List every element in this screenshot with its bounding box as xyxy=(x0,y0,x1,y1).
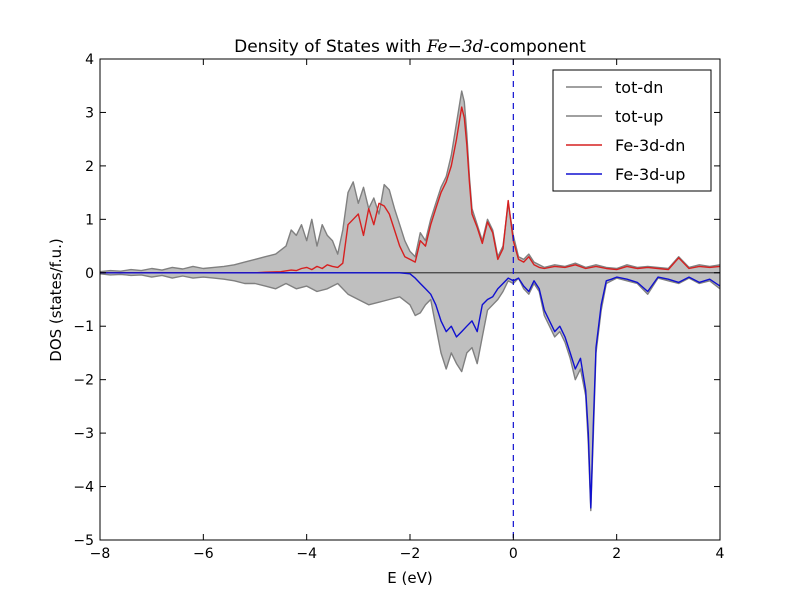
y-tick-label: 0 xyxy=(85,266,94,282)
y-tick-label: 4 xyxy=(85,52,94,68)
x-axis-label: E (eV) xyxy=(387,569,432,587)
y-axis-ticks: −5 −4 −3 −2 −1 0 1 2 3 4 xyxy=(73,52,720,549)
y-tick-label: −3 xyxy=(73,426,94,442)
legend-box xyxy=(552,69,712,192)
y-tick-label: 3 xyxy=(85,105,94,121)
x-tick-label: 4 xyxy=(716,546,725,562)
chart-title-math: Fe−3d xyxy=(426,37,484,57)
series-fill-tot-up xyxy=(100,272,720,511)
legend-entry-label: tot-dn xyxy=(615,78,663,97)
x-axis-ticks: −8 −6 −4 −2 0 2 4 xyxy=(90,59,725,562)
legend-entry-label: Fe-3d-up xyxy=(615,165,685,184)
series-line-Fe-3d-dn xyxy=(100,106,721,274)
y-axis-label: DOS (states/f.u.) xyxy=(47,238,65,361)
chart-title-prefix: Density of States with xyxy=(234,37,427,57)
y-tick-label: −5 xyxy=(73,533,94,549)
x-tick-label: 0 xyxy=(509,546,518,562)
x-tick-label: −4 xyxy=(296,546,317,562)
legend-entry-label: Fe-3d-dn xyxy=(615,136,685,155)
series-line-Fe-3d-up xyxy=(100,272,721,509)
chart-title: Density of States with Fe−3d-component xyxy=(234,37,586,57)
legend-entry-label: tot-up xyxy=(615,107,663,126)
series-line-tot-dn xyxy=(99,90,721,273)
x-tick-label: −8 xyxy=(90,546,111,562)
fill-areas xyxy=(100,91,720,511)
y-tick-label: −4 xyxy=(73,480,94,496)
series-lines xyxy=(99,90,721,512)
y-tick-label: −2 xyxy=(73,373,94,389)
chart-title-suffix: -component xyxy=(484,37,587,57)
legend: tot-dn tot-up Fe-3d-dn Fe-3d-up xyxy=(552,69,712,192)
x-tick-label: 2 xyxy=(612,546,621,562)
y-tick-label: 2 xyxy=(85,159,94,175)
x-tick-label: −6 xyxy=(193,546,214,562)
y-tick-label: 1 xyxy=(85,212,94,228)
series-line-tot-up xyxy=(99,273,721,512)
y-tick-label: −1 xyxy=(73,319,94,335)
x-tick-label: −2 xyxy=(400,546,421,562)
